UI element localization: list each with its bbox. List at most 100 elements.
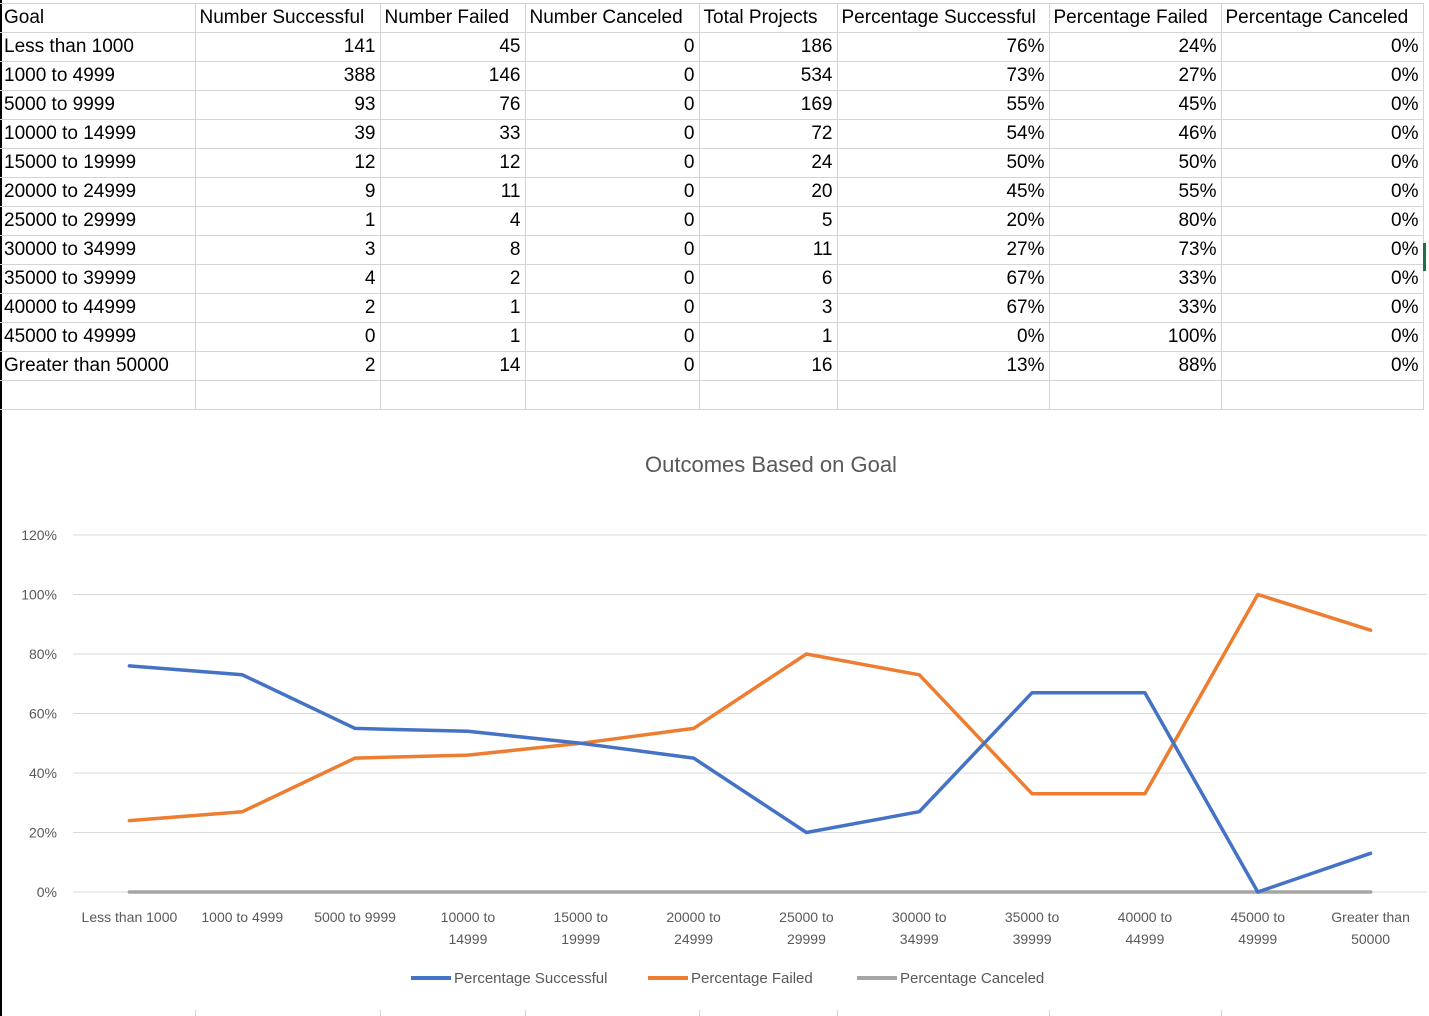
- table-cell[interactable]: 146: [380, 61, 526, 91]
- table-cell[interactable]: 15000 to 19999: [0, 148, 196, 178]
- table-cell[interactable]: 0: [525, 264, 700, 294]
- table-cell[interactable]: 0%: [1221, 322, 1424, 352]
- table-cell[interactable]: [0, 380, 196, 410]
- table-cell[interactable]: 20%: [837, 206, 1050, 236]
- table-cell[interactable]: 0: [525, 293, 700, 323]
- table-cell[interactable]: 11: [380, 177, 526, 207]
- table-cell[interactable]: 0%: [837, 322, 1050, 352]
- table-cell[interactable]: 0%: [1221, 206, 1424, 236]
- table-cell[interactable]: 0%: [1221, 264, 1424, 294]
- column-header[interactable]: Percentage Failed: [1049, 3, 1222, 33]
- table-cell[interactable]: 50%: [837, 148, 1050, 178]
- table-cell[interactable]: 2: [380, 264, 526, 294]
- table-cell[interactable]: 20: [699, 177, 838, 207]
- table-cell[interactable]: 6: [699, 264, 838, 294]
- table-cell[interactable]: 33%: [1049, 264, 1222, 294]
- table-cell[interactable]: 67%: [837, 293, 1050, 323]
- table-cell[interactable]: 3: [699, 293, 838, 323]
- data-table[interactable]: Goal Number Successful Number Failed Number…: [0, 3, 1424, 410]
- table-cell[interactable]: 24%: [1049, 32, 1222, 62]
- table-cell[interactable]: 93: [195, 90, 381, 120]
- table-cell[interactable]: 169: [699, 90, 838, 120]
- table-cell[interactable]: 2: [195, 293, 381, 323]
- table-cell[interactable]: [837, 380, 1050, 410]
- table-cell[interactable]: 13%: [837, 351, 1050, 381]
- table-cell[interactable]: 10000 to 14999: [0, 119, 196, 149]
- table-cell[interactable]: 1: [195, 206, 381, 236]
- table-cell[interactable]: 0: [525, 148, 700, 178]
- table-cell[interactable]: 16: [699, 351, 838, 381]
- table-cell[interactable]: 1: [380, 293, 526, 323]
- table-cell[interactable]: 55%: [1049, 177, 1222, 207]
- table-cell[interactable]: [1221, 380, 1424, 410]
- table-cell[interactable]: 50%: [1049, 148, 1222, 178]
- table-cell[interactable]: 0%: [1221, 177, 1424, 207]
- table-cell[interactable]: 0: [525, 61, 700, 91]
- table-cell[interactable]: 40000 to 44999: [0, 293, 196, 323]
- table-cell[interactable]: Greater than 50000: [0, 351, 196, 381]
- column-header[interactable]: Goal: [0, 3, 196, 33]
- table-cell[interactable]: 24: [699, 148, 838, 178]
- table-cell[interactable]: 27%: [837, 235, 1050, 265]
- table-cell[interactable]: 0%: [1221, 293, 1424, 323]
- table-cell[interactable]: 2: [195, 351, 381, 381]
- table-cell[interactable]: 141: [195, 32, 381, 62]
- table-cell[interactable]: [380, 380, 526, 410]
- table-cell[interactable]: 67%: [837, 264, 1050, 294]
- line-chart[interactable]: Outcomes Based on Goal 0% 20% 40% 60% 80% 100%…: [4, 425, 1427, 1010]
- table-cell[interactable]: 0: [525, 351, 700, 381]
- table-cell[interactable]: 1: [380, 322, 526, 352]
- table-cell[interactable]: 80%: [1049, 206, 1222, 236]
- table-cell[interactable]: 0%: [1221, 32, 1424, 62]
- table-cell[interactable]: 11: [699, 235, 838, 265]
- table-cell[interactable]: 12: [195, 148, 381, 178]
- table-cell[interactable]: 5: [699, 206, 838, 236]
- table-cell[interactable]: 388: [195, 61, 381, 91]
- table-cell[interactable]: 14: [380, 351, 526, 381]
- table-cell[interactable]: 0%: [1221, 235, 1424, 265]
- table-cell[interactable]: 0: [525, 206, 700, 236]
- table-cell[interactable]: 45000 to 49999: [0, 322, 196, 352]
- table-cell[interactable]: 0%: [1221, 351, 1424, 381]
- table-cell[interactable]: 4: [195, 264, 381, 294]
- table-cell[interactable]: 35000 to 39999: [0, 264, 196, 294]
- column-header[interactable]: Percentage Canceled: [1221, 3, 1424, 33]
- table-cell[interactable]: 1000 to 4999: [0, 61, 196, 91]
- table-cell[interactable]: 9: [195, 177, 381, 207]
- column-header[interactable]: Number Canceled: [525, 3, 700, 33]
- table-cell[interactable]: 100%: [1049, 322, 1222, 352]
- table-cell[interactable]: 72: [699, 119, 838, 149]
- table-cell[interactable]: 54%: [837, 119, 1050, 149]
- table-cell[interactable]: 39: [195, 119, 381, 149]
- table-cell[interactable]: 45%: [837, 177, 1050, 207]
- table-cell[interactable]: 0: [195, 322, 381, 352]
- table-cell[interactable]: 186: [699, 32, 838, 62]
- table-cell[interactable]: 0%: [1221, 119, 1424, 149]
- table-cell[interactable]: 3: [195, 235, 381, 265]
- table-cell[interactable]: 8: [380, 235, 526, 265]
- table-cell[interactable]: 0: [525, 90, 700, 120]
- table-cell[interactable]: 73%: [1049, 235, 1222, 265]
- table-cell[interactable]: 1: [699, 322, 838, 352]
- table-cell[interactable]: [699, 380, 838, 410]
- table-cell[interactable]: [525, 380, 700, 410]
- table-cell[interactable]: Less than 1000: [0, 32, 196, 62]
- table-cell[interactable]: 0: [525, 177, 700, 207]
- table-cell[interactable]: 76: [380, 90, 526, 120]
- table-cell[interactable]: 20000 to 24999: [0, 177, 196, 207]
- table-cell[interactable]: 5000 to 9999: [0, 90, 196, 120]
- table-cell[interactable]: [195, 380, 381, 410]
- table-cell[interactable]: 0: [525, 32, 700, 62]
- table-cell[interactable]: 33: [380, 119, 526, 149]
- table-cell[interactable]: 45: [380, 32, 526, 62]
- column-header[interactable]: Total Projects: [699, 3, 838, 33]
- column-header[interactable]: Percentage Successful: [837, 3, 1050, 33]
- table-cell[interactable]: 45%: [1049, 90, 1222, 120]
- table-cell[interactable]: 25000 to 29999: [0, 206, 196, 236]
- table-cell[interactable]: 55%: [837, 90, 1050, 120]
- table-cell[interactable]: 0%: [1221, 148, 1424, 178]
- table-cell[interactable]: 88%: [1049, 351, 1222, 381]
- table-cell[interactable]: 0: [525, 235, 700, 265]
- table-cell[interactable]: 0: [525, 322, 700, 352]
